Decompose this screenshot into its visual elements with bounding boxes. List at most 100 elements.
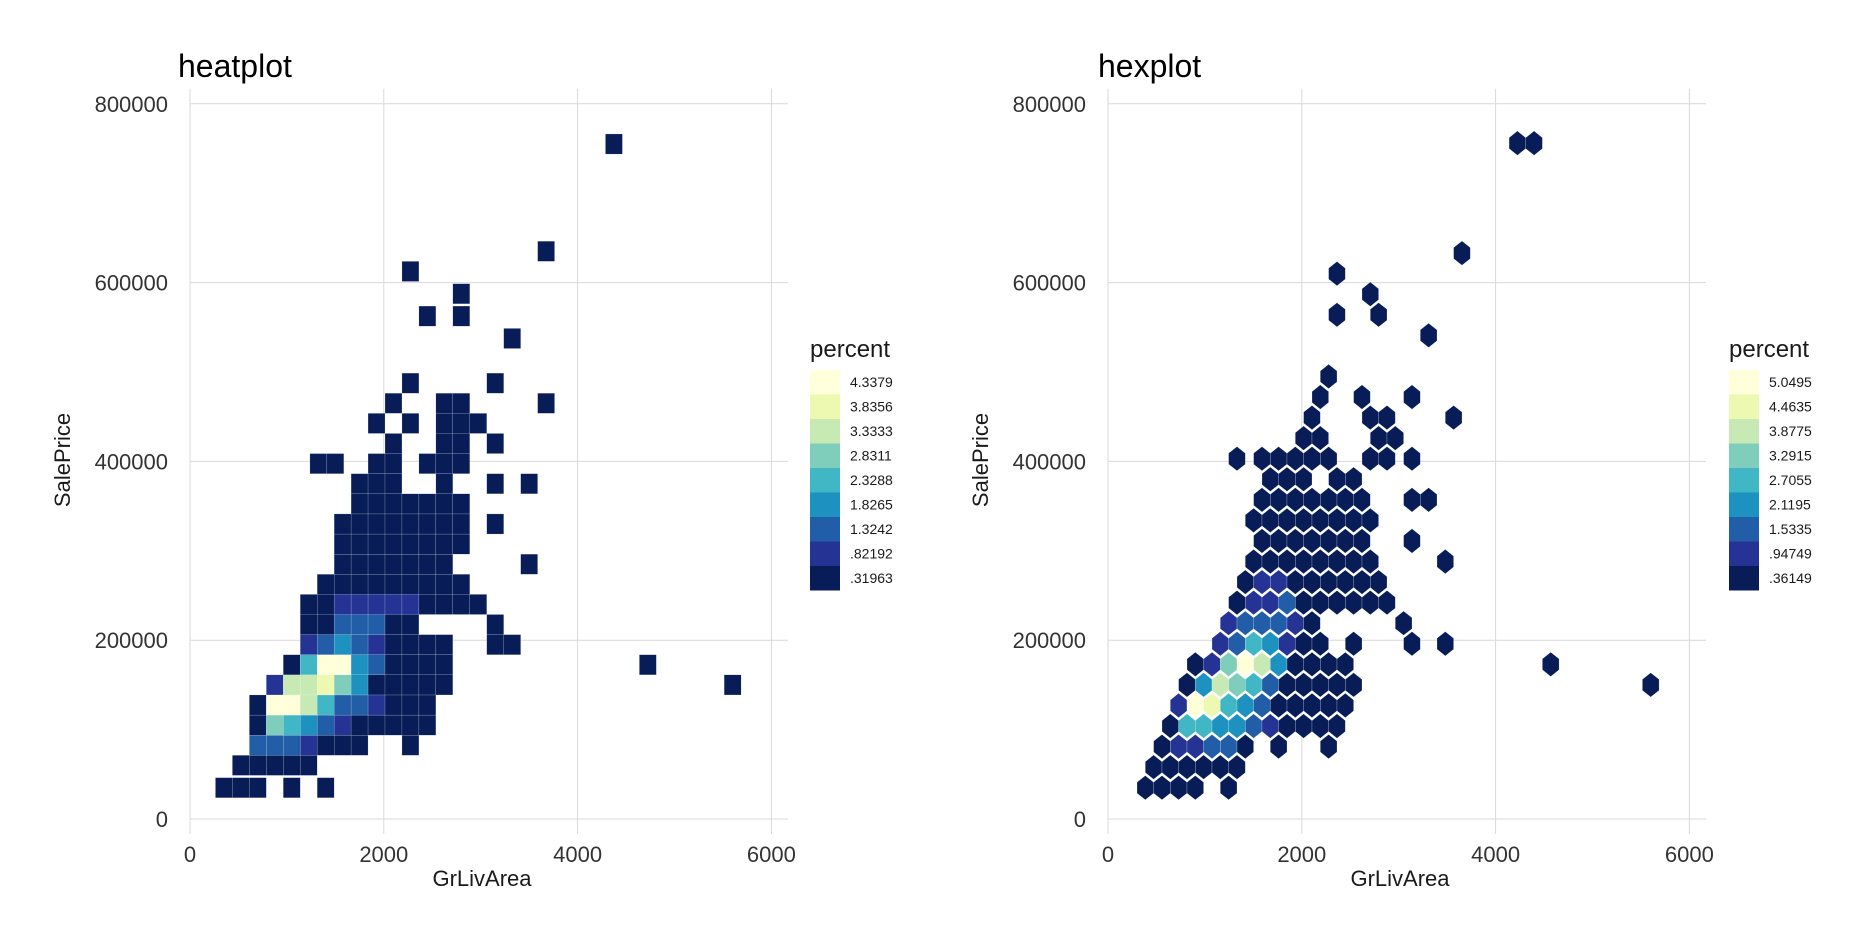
- hexplot-cell: [1320, 569, 1338, 595]
- hexplot-cell: [1303, 405, 1321, 430]
- heatplot-cell: [384, 714, 403, 736]
- hexplot-cell: [1311, 384, 1329, 410]
- hexplot-cell: [1270, 487, 1288, 513]
- heatplot-cell: [333, 533, 352, 555]
- hexplot-cell: [1220, 610, 1238, 636]
- hexplot-cell: [1295, 631, 1313, 657]
- hexplot-cell: [1320, 487, 1338, 513]
- heatplot-cell: [418, 674, 437, 696]
- hexplot-cell: [1328, 549, 1346, 574]
- heatplot-cell: [418, 574, 437, 595]
- hexplot-cell: [1170, 775, 1188, 801]
- heatplot-cell: [537, 241, 555, 262]
- heatplot-y-tick-label: 400000: [95, 449, 168, 474]
- hexplot-cell: [1370, 425, 1388, 451]
- heatplot-legend-swatch: [810, 492, 840, 517]
- hexplot-cell: [1278, 713, 1296, 739]
- hexplot-cell: [1270, 528, 1288, 554]
- heatplot-legend-swatch: [810, 468, 840, 493]
- hexplot-cell: [1311, 672, 1329, 698]
- heatplot-cell: [367, 594, 386, 615]
- heatplot-cell: [333, 634, 352, 655]
- heatplot-cell: [317, 654, 335, 675]
- heatplot-cell: [452, 574, 470, 595]
- heatplot-cell: [367, 413, 386, 434]
- hexplot-legend-swatch: [1729, 419, 1759, 444]
- heatplot-cell: [326, 453, 344, 474]
- heatplot-legend-label: 3.3333: [850, 423, 893, 439]
- heatplot-cell: [452, 433, 470, 454]
- heatplot-cell: [350, 694, 369, 716]
- heatplot-cell: [300, 755, 318, 776]
- hexplot-cell: [1195, 754, 1213, 780]
- heatplot-x-tick-label: 4000: [553, 842, 602, 867]
- hexplot-cell: [1278, 549, 1296, 574]
- hexplot-cell: [1403, 487, 1421, 513]
- heatplot-cell: [384, 433, 403, 454]
- hexplot-cell: [1228, 590, 1246, 616]
- heatplot-cell: [333, 594, 352, 615]
- heatplot-cell: [418, 533, 437, 555]
- hexplot-cell: [1286, 569, 1304, 595]
- heatplot-cell: [300, 634, 318, 655]
- heatplot-cell: [452, 594, 470, 615]
- hexplot-cell: [1353, 384, 1371, 410]
- heatplot-cell: [401, 694, 420, 716]
- heatplot-legend-title: percent: [810, 336, 890, 363]
- hexplot-cell: [1436, 549, 1454, 574]
- hexplot-cell: [1245, 713, 1263, 739]
- heatplot-cell: [317, 674, 335, 696]
- heatplot-cell: [333, 654, 352, 675]
- heatplot-legend-swatch: [810, 566, 840, 591]
- heatplot-cell: [367, 574, 386, 595]
- heatplot-cell: [435, 433, 453, 454]
- heatplot-cell: [350, 674, 369, 696]
- hexplot-legend: percent 5.0495 4.4635 3.8775 3.2915 2.7055 2.…: [1729, 336, 1812, 591]
- hexplot-cell: [1353, 528, 1371, 554]
- heatplot-cell: [486, 634, 504, 655]
- hexplot-cell: [1286, 528, 1304, 554]
- heatplot-cell: [401, 513, 420, 535]
- hexplot-cell: [1436, 631, 1454, 657]
- hexplot-cell: [1361, 405, 1379, 430]
- heatplot-cell: [384, 393, 403, 414]
- heatplot-cell: [367, 453, 386, 474]
- heatplot-cell: [333, 554, 352, 575]
- heatplot-cell: [418, 305, 437, 327]
- heatplot-cell: [520, 473, 538, 494]
- hexplot-cell: [1320, 364, 1338, 389]
- hexplot-cell: [1303, 528, 1321, 554]
- heatplot-cell: [452, 453, 470, 474]
- heatplot-cell: [605, 133, 623, 155]
- hexplot-cell: [1403, 384, 1421, 410]
- hexplot-cell: [1211, 672, 1229, 698]
- hexplot-legend-swatch: [1729, 517, 1759, 542]
- heatplot-cell: [266, 694, 284, 716]
- heatplot-cell: [537, 393, 555, 414]
- heatplot-cell: [350, 654, 369, 675]
- heatplot-cell: [384, 594, 403, 615]
- heatplot-cell: [724, 674, 742, 696]
- heatplot-cell: [350, 554, 369, 575]
- hexplot-cell: [1228, 672, 1246, 698]
- hexplot-cell: [1236, 734, 1254, 759]
- hexplot-cell: [1261, 508, 1279, 533]
- hexplot-legend-label: 2.1195: [1769, 497, 1811, 513]
- hexplot-cell: [1295, 590, 1313, 616]
- hexplot-cell: [1403, 631, 1421, 657]
- hexplot-cell: [1286, 610, 1304, 636]
- hexplot-cell: [1303, 610, 1321, 636]
- heatplot-cell: [215, 777, 233, 798]
- hexplot-cell: [1403, 528, 1421, 554]
- hexplot-y-axis-label: SalePrice: [968, 413, 993, 507]
- hexplot-cell: [1211, 754, 1229, 780]
- heatplot-cell: [350, 473, 369, 494]
- hexplot-cell: [1136, 775, 1154, 801]
- hexplot-cell: [1228, 631, 1246, 657]
- hexplot-cell: [1153, 775, 1171, 801]
- heatplot-cell: [452, 533, 470, 555]
- hexplot-cell: [1320, 651, 1338, 677]
- heatplot-cell: [300, 714, 318, 736]
- hexplot-cell: [1345, 590, 1363, 616]
- heatplot-legend-label: 3.8356: [850, 399, 893, 415]
